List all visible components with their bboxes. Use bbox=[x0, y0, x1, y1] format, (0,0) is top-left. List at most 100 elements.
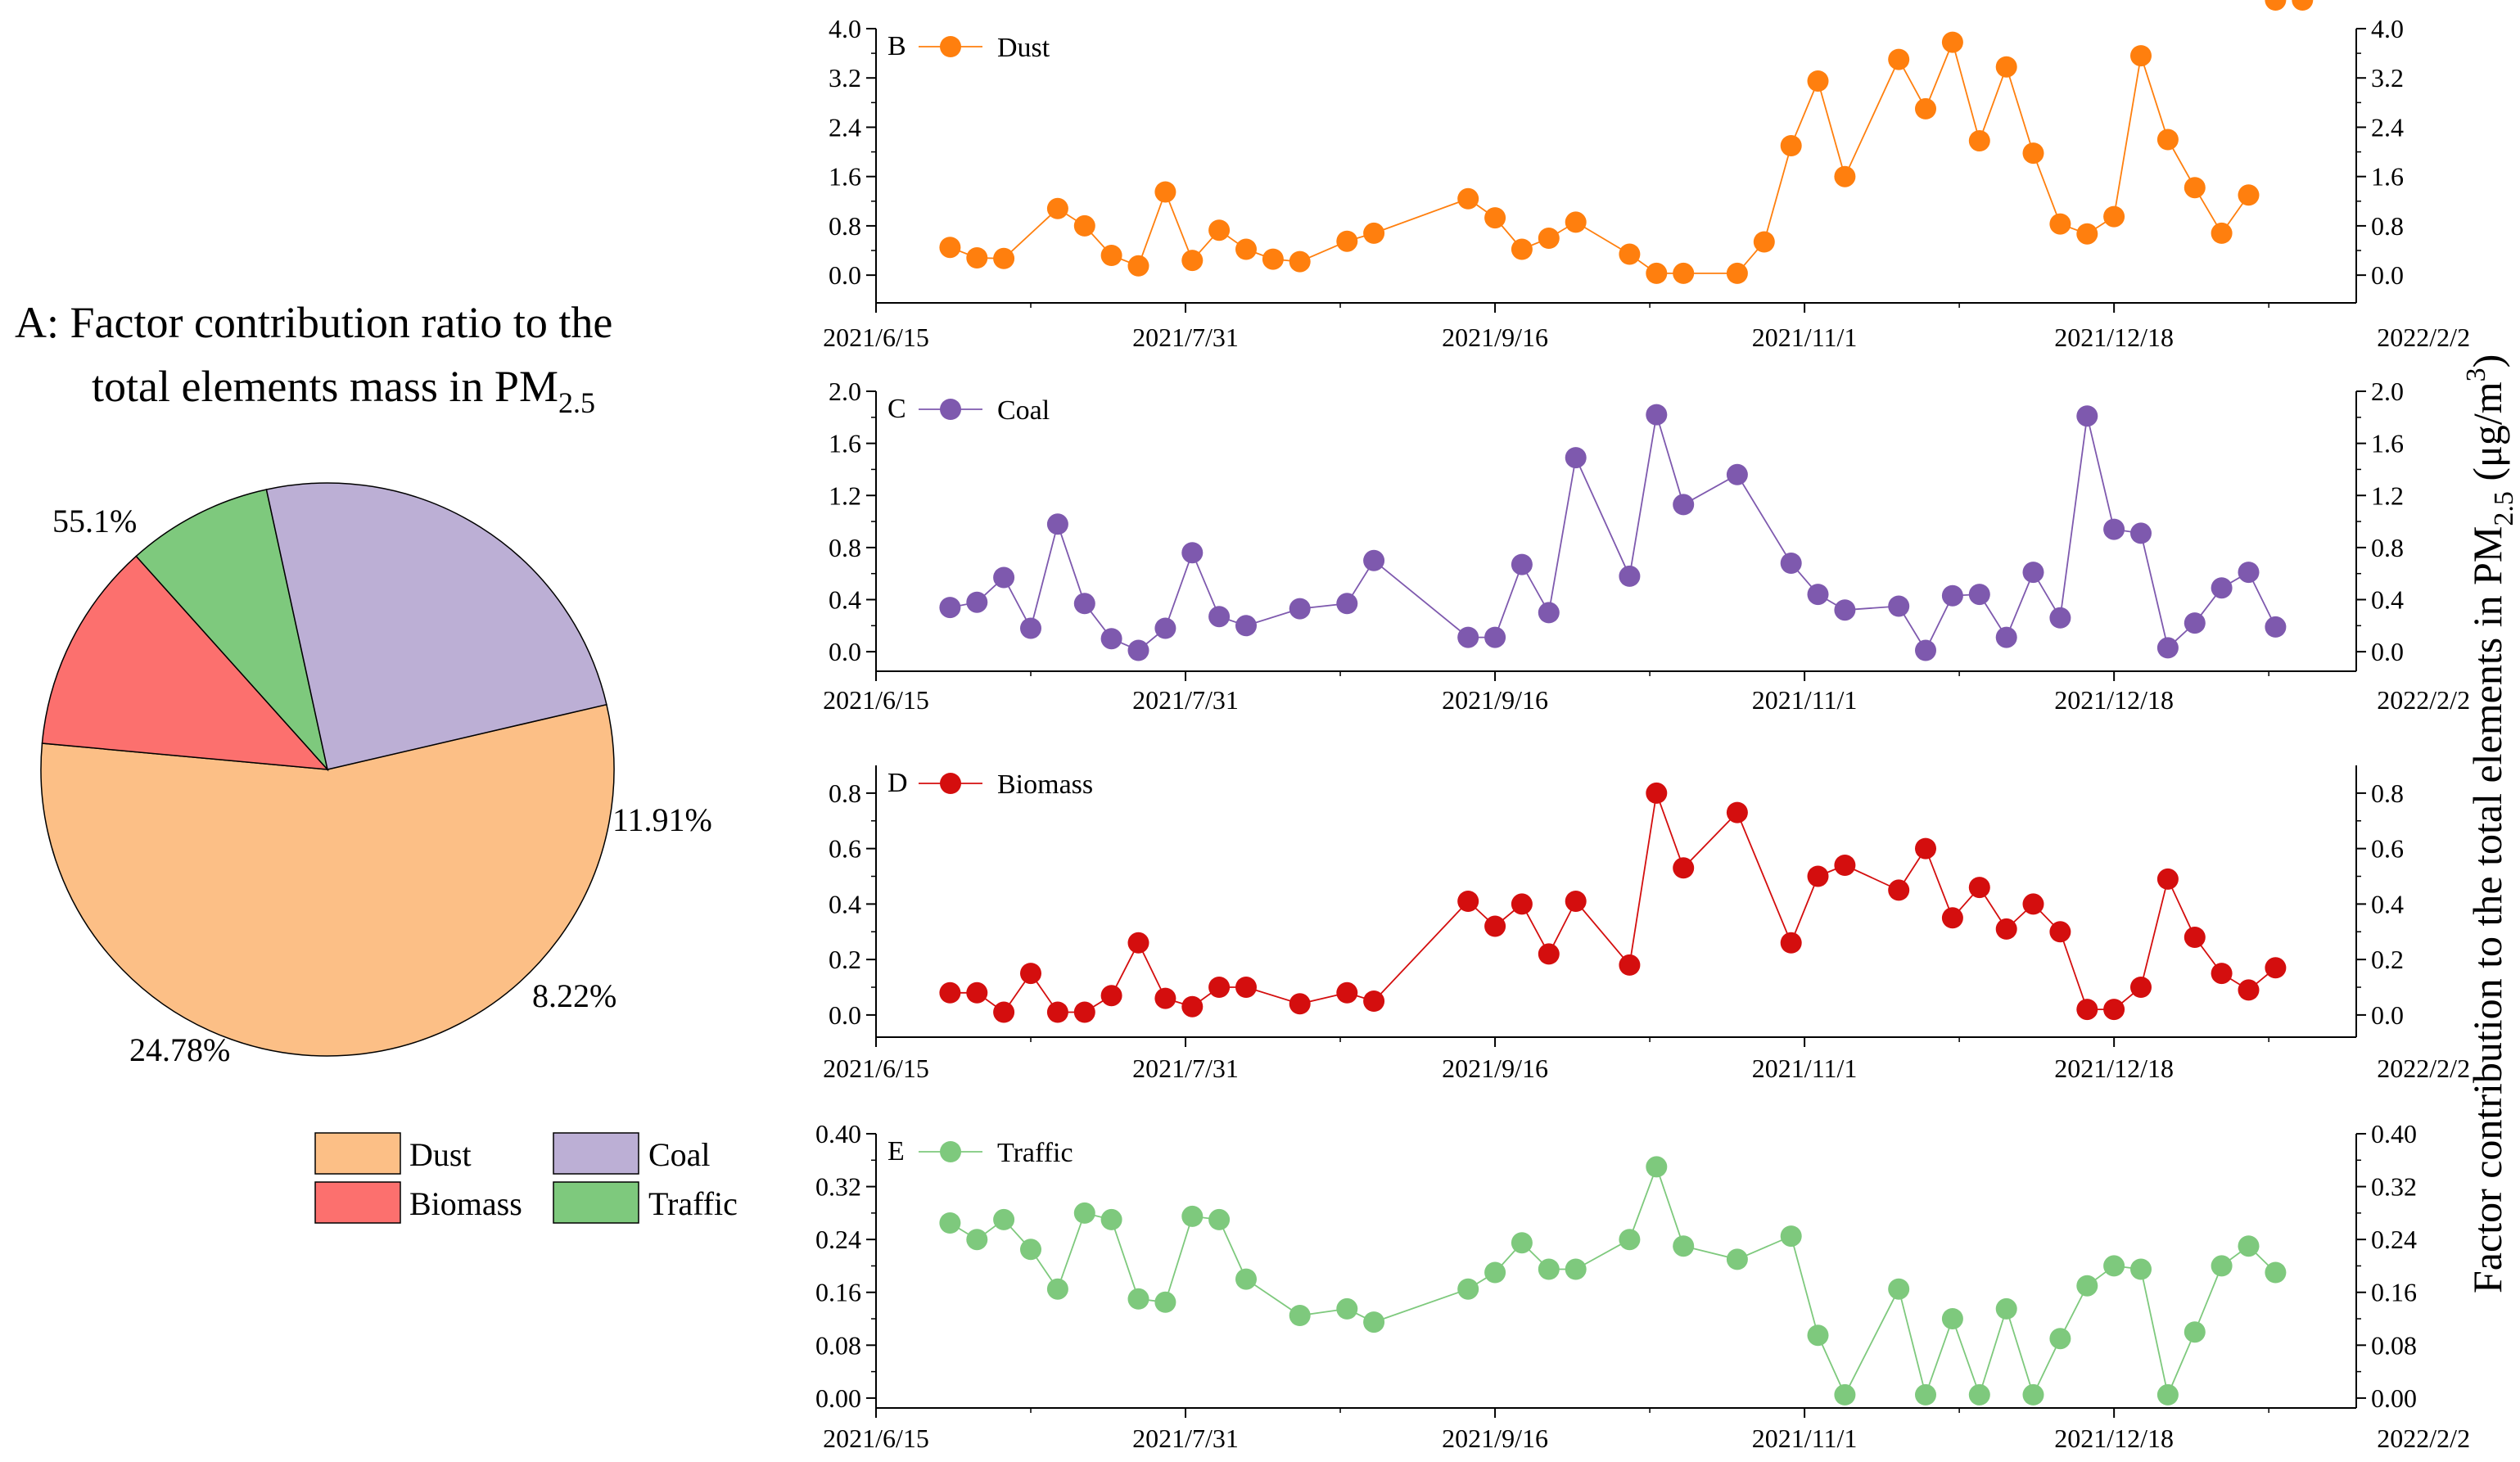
panel-b-data-point bbox=[1941, 31, 1963, 53]
panel-d-data-point bbox=[1915, 837, 1936, 860]
panel-b-data-point bbox=[1363, 222, 1385, 244]
pie-slice-biomass bbox=[41, 555, 329, 770]
panel-d-data-point bbox=[1336, 981, 1358, 1004]
panel-b-ytick-label-right: 2.4 bbox=[2371, 112, 2404, 142]
panel-e-data-point bbox=[1619, 1229, 1641, 1251]
panel-e-data-point bbox=[1336, 1297, 1358, 1320]
panel-d-data-point bbox=[1995, 918, 2017, 940]
panel-e-ytick-label-left: 0.24 bbox=[815, 1225, 861, 1254]
panel-c-data-point bbox=[1208, 606, 1231, 628]
panel-d-data-point bbox=[1726, 801, 1748, 824]
panel-b-data-point bbox=[1046, 197, 1068, 219]
panel-d-data-point bbox=[1073, 1001, 1095, 1023]
panel-e-xtick-label: 2021/11/1 bbox=[1752, 1424, 1858, 1453]
panel-c-data-point bbox=[1100, 628, 1122, 650]
panel-b-data-point bbox=[1457, 187, 1479, 210]
legend-swatch-dust bbox=[314, 1132, 401, 1175]
panel-d-data-point bbox=[2211, 963, 2233, 985]
panel-b-data-point bbox=[2156, 129, 2179, 151]
panel-b-data-point bbox=[1968, 130, 1990, 151]
pie-title-line2-subscript: 2.5 bbox=[558, 386, 595, 419]
panel-c-series-line bbox=[950, 414, 2277, 652]
panel-b-data-point bbox=[966, 247, 988, 268]
panel-c-data-point bbox=[1235, 615, 1257, 637]
panel-b-data-point bbox=[993, 247, 1015, 269]
panel-d-data-point bbox=[2156, 868, 2179, 890]
panel-e-data-point bbox=[2049, 1328, 2071, 1350]
panel-d-data-point bbox=[993, 1001, 1015, 1023]
right-axis-label: Factor contribution to the total element… bbox=[2461, 354, 2519, 1293]
panel-e-data-point bbox=[1646, 1156, 1668, 1178]
panel-e-data-point bbox=[1511, 1232, 1533, 1254]
panel-c-ytick-label-left: 1.2 bbox=[829, 481, 861, 510]
panel-d-data-point bbox=[1538, 943, 1560, 965]
panel-b-data-point bbox=[1073, 214, 1095, 237]
panel-e-data-point bbox=[1995, 1297, 2017, 1320]
panel-d-data-point bbox=[1968, 877, 1990, 899]
panel-c-data-point bbox=[1726, 463, 1748, 485]
panel-e-data-point bbox=[1073, 1202, 1095, 1224]
panel-c-data-point bbox=[1780, 553, 1802, 574]
panel-e-data-point bbox=[2103, 1255, 2125, 1277]
panel-b-ytick-label-left: 3.2 bbox=[829, 63, 861, 93]
pie-panel: A: Factor contribution ratio to the tota… bbox=[15, 298, 738, 1224]
panel-c-xtick-label: 2021/6/15 bbox=[823, 685, 929, 715]
panel-d-data-point bbox=[1565, 891, 1587, 912]
panel-e-data-point bbox=[1941, 1308, 1963, 1329]
panel-d-ytick-label-left: 0.4 bbox=[829, 889, 861, 918]
panel-d-data-point bbox=[1457, 891, 1479, 912]
legend-swatch-traffic bbox=[553, 1181, 639, 1224]
panel-c-xtick-label: 2022/2/2 bbox=[2377, 685, 2470, 715]
panel-b-ytick-label-left: 2.4 bbox=[829, 112, 861, 142]
panel-c-data-point bbox=[1046, 513, 1068, 535]
panel-c-data-point bbox=[993, 566, 1015, 589]
panel-b-data-point bbox=[1100, 245, 1122, 266]
panel-c-data-point bbox=[1995, 626, 2017, 648]
pie-slice-dust bbox=[40, 703, 615, 1057]
panel-e-legend-marker bbox=[940, 1141, 961, 1162]
panel-b-data-point bbox=[1235, 238, 1257, 260]
panel-d-data-point bbox=[2130, 977, 2152, 998]
pie-label-traffic: 8.22% bbox=[532, 977, 616, 1014]
panel-b-xtick-label: 2021/7/31 bbox=[1132, 323, 1239, 352]
right-axis-label-unit-close: ) bbox=[2464, 354, 2510, 368]
panel-e-data-point bbox=[1888, 1278, 1910, 1300]
panel-b-data-point bbox=[1484, 207, 1506, 229]
panel-c-ytick-label-left: 0.0 bbox=[829, 637, 861, 666]
panel-e-data-point bbox=[1127, 1288, 1149, 1310]
panel-c-ytick-label-left: 2.0 bbox=[829, 377, 861, 406]
pie-slice-traffic bbox=[135, 489, 329, 772]
panel-b: 0.0 0.0 0.8 0.8 1.6 1.6 2.4 2.4 3.2 3.2 4.0 4.0 2021… bbox=[823, 0, 2470, 352]
panel-e-xtick-label: 2022/2/2 bbox=[2377, 1424, 2470, 1453]
panel-b-data-point bbox=[2130, 45, 2152, 67]
panel-b-data-point bbox=[1995, 56, 2017, 78]
panel-b-data-point bbox=[1807, 70, 1829, 92]
panel-d-xtick-label: 2021/7/31 bbox=[1132, 1054, 1239, 1083]
panel-e-data-point bbox=[2076, 1275, 2098, 1297]
panel-b-data-point bbox=[1154, 181, 1176, 203]
panel-e-ytick-label-right: 0.16 bbox=[2371, 1278, 2417, 1307]
panel-c-ytick-label-right: 0.8 bbox=[2371, 533, 2404, 562]
right-axis-label-unit: (μg/m bbox=[2464, 381, 2510, 491]
panel-c-data-point bbox=[2156, 637, 2179, 659]
panel-d-legend-marker bbox=[940, 773, 961, 794]
panel-d-data-point bbox=[1673, 857, 1695, 879]
panel-b-data-point bbox=[1181, 250, 1204, 272]
panel-e-data-point bbox=[2022, 1383, 2044, 1406]
panel-c-data-point bbox=[1511, 553, 1533, 575]
panel-e-ytick-label-left: 0.16 bbox=[815, 1278, 861, 1307]
pie-legend: Dust Coal Biomass Traffic bbox=[314, 1132, 738, 1224]
panel-d-data-point bbox=[1181, 995, 1204, 1018]
panel-b-ytick-label-right: 0.8 bbox=[2371, 211, 2404, 241]
panel-b-data-point bbox=[2103, 205, 2125, 228]
panel-b-data-point bbox=[1780, 135, 1802, 156]
panel-b-data-point bbox=[2022, 142, 2044, 165]
panel-d-data-point bbox=[1511, 893, 1533, 915]
panel-e-data-point bbox=[1484, 1261, 1506, 1284]
panel-d-legend-label: Biomass bbox=[997, 769, 1093, 800]
panel-c-legend-label: Coal bbox=[997, 395, 1050, 426]
panel-c-data-point bbox=[1834, 599, 1856, 621]
panel-d-data-point bbox=[939, 981, 961, 1004]
panel-e-data-point bbox=[1363, 1311, 1385, 1333]
panel-c-data-point bbox=[1565, 447, 1587, 469]
